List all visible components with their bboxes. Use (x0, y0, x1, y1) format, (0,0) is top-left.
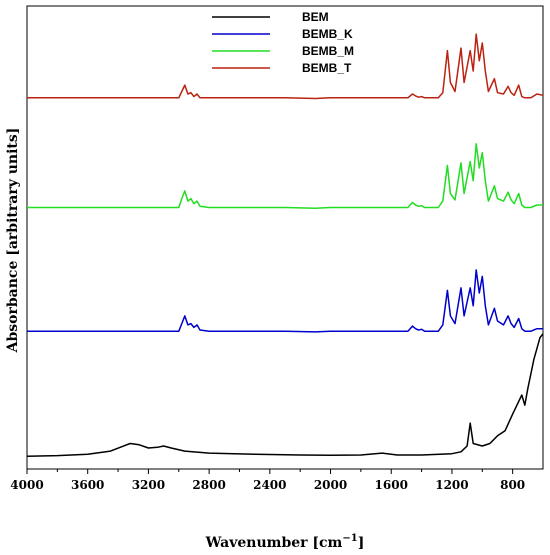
x-tick-label: 2800 (192, 478, 225, 492)
x-axis-title-main: Wavenumber [cm (205, 535, 343, 551)
series-line-bemb-m (27, 143, 543, 209)
series-lines (26, 33, 544, 457)
x-axis-title-end: ] (358, 535, 365, 551)
legend-label: BEMB_K (302, 27, 353, 41)
legend: BEM BEMB_K BEMB_M BEMB_T (212, 10, 354, 75)
x-tick-label: 2000 (314, 478, 347, 492)
x-axis-title: Wavenumber [cm−1] (205, 533, 365, 551)
plot-frame (26, 5, 544, 470)
x-tick-label: 4000 (10, 478, 43, 492)
series-line-bemb-t (27, 33, 544, 100)
y-axis-title: Absorbance [arbitrary units] (5, 128, 21, 354)
legend-label: BEMB_T (302, 61, 352, 75)
x-tick-label: 800 (500, 478, 525, 492)
x-axis-ticks: 4000 3600 3200 2800 2400 2000 1600 1200 800 (10, 469, 525, 492)
x-tick-label: 3600 (71, 478, 104, 492)
x-tick-label: 1200 (435, 478, 468, 492)
x-tick-label: 3200 (132, 478, 165, 492)
x-axis-title-superscript: −1 (342, 533, 357, 544)
x-tick-label: 2400 (253, 478, 286, 492)
series-line-bem (26, 333, 544, 457)
legend-label: BEMB_M (302, 44, 354, 58)
legend-label: BEM (302, 10, 329, 24)
x-tick-label: 1600 (375, 478, 408, 492)
series-line-bemb-k (27, 269, 543, 333)
